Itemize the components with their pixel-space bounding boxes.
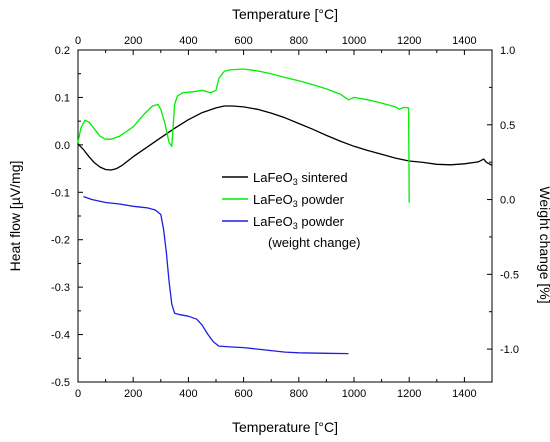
y-right-tick-label: -0.5 [500, 269, 519, 281]
x-bottom-tick-label: 400 [179, 388, 197, 400]
legend: LaFeO3 sintered LaFeO3 powder LaFeO3 powde… [222, 170, 361, 250]
series-powder-line [77, 68, 410, 203]
series-weight-change-line [83, 195, 349, 355]
legend-entry-label: LaFeO3 powder [253, 214, 345, 231]
y-right-tick-label: -1.0 [500, 344, 519, 356]
y-left-tick-label: -0.1 [51, 187, 70, 199]
x-bottom-tick-label: 1200 [397, 388, 421, 400]
x-top-tick-label: 200 [124, 35, 142, 47]
x-bottom-tick-label: 600 [234, 388, 252, 400]
x-bottom-tick-label: 800 [290, 388, 308, 400]
x-bottom-tick-label: 1400 [452, 388, 476, 400]
y-left-tick-label: -0.2 [51, 235, 70, 247]
legend-entry-label: LaFeO3 sintered [253, 170, 348, 187]
y-left-tick-label: 0.0 [55, 140, 70, 152]
y-axis-right-title: Weight change [%] [537, 186, 550, 303]
x-top-tick-label: 0 [75, 35, 81, 47]
x-top-tick-label: 1400 [452, 35, 476, 47]
y-right-tick-label: 1.0 [500, 45, 515, 57]
y-axis-left-title: Heat flow [µV/mg] [7, 161, 23, 272]
x-axis-bottom-title: Temperature [°C] [232, 419, 338, 435]
x-bottom-tick-label: 1000 [342, 388, 366, 400]
x-top-tick-label: 400 [179, 35, 197, 47]
legend-entry-label: LaFeO3 powder [253, 192, 345, 209]
series-sintered-line [77, 105, 493, 171]
x-top-tick-label: 1200 [397, 35, 421, 47]
axis-ticks: 0 200 400 600 800 1000 1200 1400 0 200 400 600 800 10… [51, 35, 519, 400]
x-top-tick-label: 800 [290, 35, 308, 47]
legend-entry-note: (weight change) [268, 235, 361, 250]
y-left-tick-label: 0.2 [55, 45, 70, 57]
x-axis-top-title: Temperature [°C] [232, 6, 338, 22]
y-right-tick-label: 0.5 [500, 120, 515, 132]
x-bottom-tick-label: 0 [75, 388, 81, 400]
x-top-tick-label: 1000 [342, 35, 366, 47]
y-left-tick-label: 0.1 [55, 92, 70, 104]
y-left-tick-label: -0.5 [51, 377, 70, 389]
x-bottom-tick-label: 200 [124, 388, 142, 400]
data-series [77, 68, 493, 355]
y-left-tick-label: -0.3 [51, 282, 70, 294]
y-right-tick-label: 0.0 [500, 195, 515, 207]
y-left-tick-label: -0.4 [51, 330, 70, 342]
x-top-tick-label: 600 [234, 35, 252, 47]
